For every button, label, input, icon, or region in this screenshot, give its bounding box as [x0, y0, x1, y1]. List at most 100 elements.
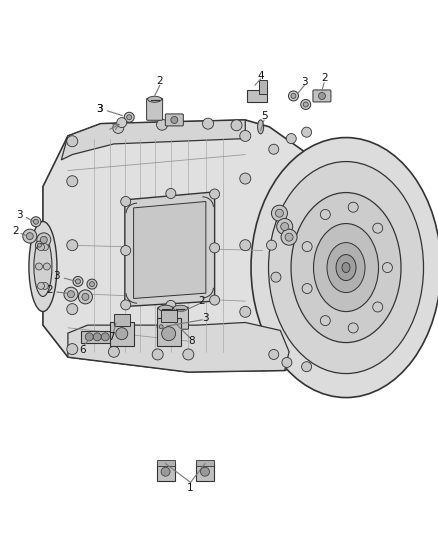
Circle shape — [271, 272, 281, 282]
Text: 3: 3 — [201, 313, 208, 323]
Circle shape — [320, 209, 330, 220]
Text: 2: 2 — [46, 286, 53, 295]
Circle shape — [240, 131, 251, 141]
Circle shape — [108, 346, 120, 357]
Polygon shape — [61, 120, 245, 160]
Circle shape — [282, 358, 292, 367]
Circle shape — [75, 279, 81, 284]
Circle shape — [348, 323, 358, 333]
FancyBboxPatch shape — [313, 90, 331, 102]
Ellipse shape — [314, 223, 378, 312]
Circle shape — [116, 328, 128, 340]
Circle shape — [373, 223, 383, 233]
Circle shape — [73, 277, 83, 286]
Circle shape — [285, 233, 293, 241]
FancyBboxPatch shape — [110, 321, 134, 346]
Circle shape — [210, 295, 219, 305]
Circle shape — [267, 240, 276, 250]
Text: 3: 3 — [96, 104, 103, 114]
Text: 2: 2 — [156, 76, 163, 86]
Ellipse shape — [258, 120, 264, 134]
Circle shape — [302, 127, 311, 137]
Circle shape — [42, 282, 49, 289]
Circle shape — [43, 263, 50, 270]
Text: 5: 5 — [261, 111, 268, 120]
Circle shape — [67, 304, 78, 314]
Ellipse shape — [342, 263, 350, 272]
Circle shape — [171, 116, 178, 124]
Ellipse shape — [148, 96, 162, 102]
Circle shape — [89, 281, 95, 287]
Circle shape — [152, 349, 163, 360]
Text: 3: 3 — [301, 77, 308, 86]
Circle shape — [85, 333, 93, 341]
Circle shape — [291, 93, 296, 99]
Text: 3: 3 — [53, 271, 60, 281]
Ellipse shape — [327, 243, 365, 293]
Polygon shape — [68, 322, 289, 372]
Circle shape — [301, 100, 311, 109]
Circle shape — [37, 244, 44, 251]
Circle shape — [382, 263, 392, 272]
Circle shape — [67, 176, 78, 187]
FancyBboxPatch shape — [147, 98, 162, 120]
Text: 8: 8 — [188, 336, 195, 346]
Circle shape — [276, 209, 283, 217]
FancyBboxPatch shape — [259, 80, 267, 94]
Text: 1: 1 — [187, 483, 194, 492]
Text: 2: 2 — [12, 227, 19, 236]
Circle shape — [183, 349, 194, 360]
Circle shape — [156, 119, 168, 130]
Circle shape — [269, 350, 279, 359]
Circle shape — [302, 241, 312, 252]
Ellipse shape — [159, 305, 173, 311]
Circle shape — [210, 243, 219, 253]
Polygon shape — [125, 192, 215, 306]
Circle shape — [40, 236, 47, 244]
Ellipse shape — [173, 305, 187, 311]
Circle shape — [78, 290, 92, 304]
Circle shape — [202, 118, 214, 129]
Circle shape — [318, 92, 325, 100]
Circle shape — [93, 333, 101, 341]
Text: 4: 4 — [257, 71, 264, 80]
Circle shape — [286, 134, 296, 143]
Circle shape — [35, 263, 42, 270]
Circle shape — [157, 322, 165, 331]
Circle shape — [240, 240, 251, 251]
Circle shape — [289, 91, 298, 101]
Text: 6: 6 — [79, 345, 86, 354]
Circle shape — [281, 229, 297, 245]
FancyBboxPatch shape — [161, 310, 177, 321]
Circle shape — [101, 333, 109, 341]
FancyBboxPatch shape — [158, 307, 173, 329]
Circle shape — [159, 325, 163, 329]
Circle shape — [320, 316, 330, 326]
Circle shape — [373, 302, 383, 312]
Circle shape — [277, 219, 293, 235]
Circle shape — [210, 189, 219, 199]
Text: 2: 2 — [321, 74, 328, 83]
FancyBboxPatch shape — [114, 313, 130, 326]
Circle shape — [303, 102, 308, 107]
Circle shape — [348, 202, 358, 212]
Circle shape — [42, 244, 49, 251]
Circle shape — [82, 293, 89, 301]
Ellipse shape — [251, 138, 438, 398]
Circle shape — [127, 115, 132, 120]
FancyBboxPatch shape — [81, 331, 113, 343]
FancyBboxPatch shape — [247, 90, 267, 102]
Circle shape — [272, 205, 287, 221]
Circle shape — [33, 219, 39, 224]
Circle shape — [67, 136, 78, 147]
Circle shape — [37, 243, 42, 247]
Text: 2: 2 — [198, 296, 205, 306]
Circle shape — [162, 327, 176, 341]
FancyBboxPatch shape — [156, 463, 175, 481]
Text: 3: 3 — [96, 104, 103, 114]
Circle shape — [67, 240, 78, 251]
Circle shape — [87, 279, 97, 289]
Circle shape — [113, 123, 124, 133]
Circle shape — [240, 306, 251, 317]
FancyBboxPatch shape — [156, 459, 175, 466]
